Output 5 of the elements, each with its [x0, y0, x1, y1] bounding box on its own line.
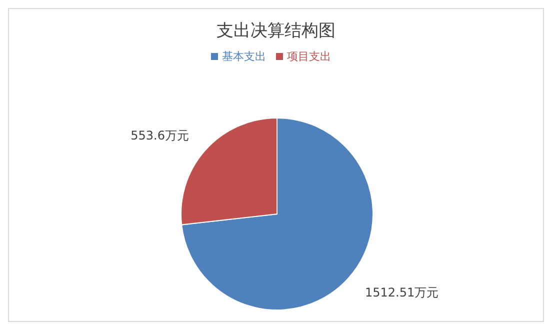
data-label: 553.6万元	[130, 128, 189, 142]
legend-label: 项目支出	[287, 50, 331, 63]
legend-label: 基本支出	[222, 50, 266, 63]
data-label: 1512.51万元	[365, 286, 439, 300]
chart-title: 支出决算结构图	[216, 20, 336, 42]
